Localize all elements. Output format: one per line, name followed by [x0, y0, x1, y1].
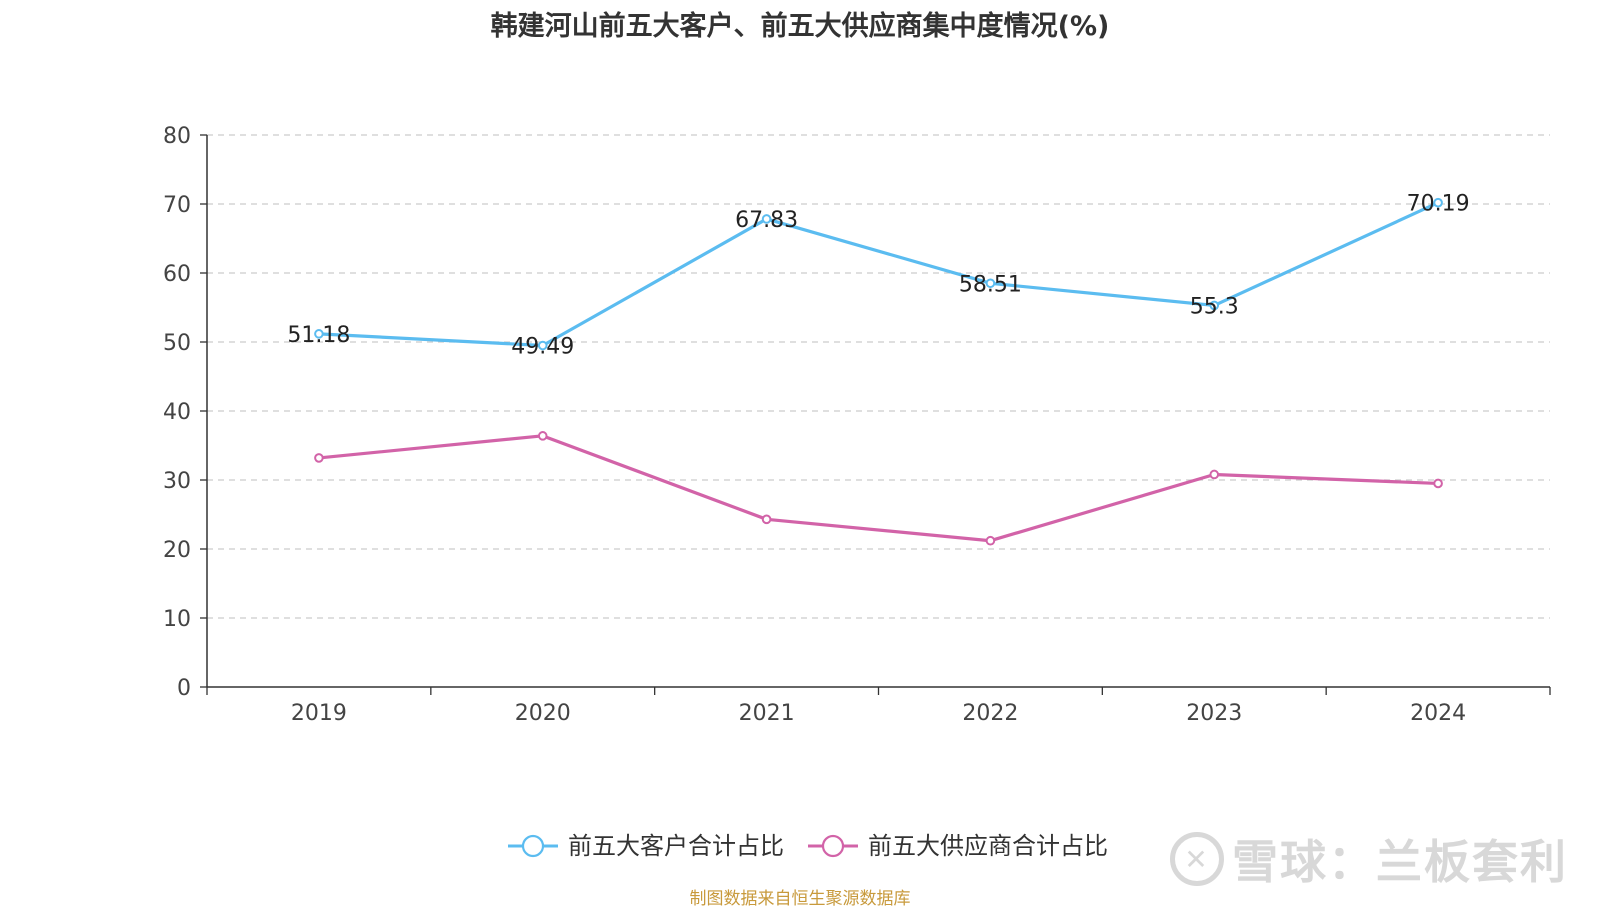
- x-tick-label: 2023: [1186, 701, 1242, 726]
- y-tick-label: 30: [163, 469, 191, 494]
- data-point: [314, 329, 324, 339]
- data-point: [1433, 197, 1443, 208]
- x-tick-label: 2021: [739, 701, 795, 726]
- data-point: [537, 340, 548, 351]
- data-point: [1209, 469, 1220, 480]
- y-tick-label: 0: [177, 676, 191, 701]
- data-label: 58.51: [959, 272, 1022, 297]
- data-label: 51.18: [287, 323, 350, 348]
- y-tick-label: 40: [163, 400, 191, 425]
- series-group: 51.18 49.49 67.83 58.51 55.3 70.19: [287, 192, 1470, 546]
- legend-marker: [521, 834, 545, 858]
- data-point: [1209, 300, 1220, 311]
- watermark-text: 雪球：兰板套利: [1232, 835, 1568, 889]
- data-point: [761, 214, 772, 224]
- y-tick-label: 70: [163, 193, 191, 218]
- data-point: [985, 278, 996, 289]
- legend-label: 前五大供应商合计占比: [868, 832, 1108, 860]
- data-point: [314, 453, 324, 463]
- data-point: [537, 431, 548, 441]
- legend: 前五大客户合计占比 前五大供应商合计占比: [508, 832, 1108, 860]
- x-tick-label: 2019: [291, 701, 347, 726]
- data-label: 67.83: [735, 208, 798, 233]
- data-label: 70.19: [1407, 192, 1470, 217]
- legend-label: 前五大客户合计占比: [568, 832, 784, 860]
- watermark: ✕ 雪球：兰板套利: [1170, 826, 1568, 892]
- y-tick-label: 50: [163, 331, 191, 356]
- y-tick-label: 80: [163, 124, 191, 149]
- data-point: [761, 514, 772, 525]
- series-line-1: [318, 201, 1439, 348]
- y-tick-label: 60: [163, 262, 191, 287]
- data-label: 49.49: [511, 335, 574, 360]
- x-tick-label: 2022: [962, 701, 1018, 726]
- legend-marker: [821, 834, 845, 858]
- chart-title: 韩建河山前五大客户、前五大供应商集中度情况(%): [490, 11, 1110, 42]
- x-tick-label: 2024: [1410, 701, 1466, 726]
- data-point: [985, 535, 996, 546]
- data-label: 55.3: [1190, 294, 1239, 319]
- axes: 0 10 20 30 40 50 60 70 80 2019 2020 2021 2022 2023 202…: [163, 124, 1551, 726]
- snowball-logo-icon: ✕: [1170, 832, 1224, 886]
- y-tick-label: 20: [163, 538, 191, 563]
- data-point: [1433, 478, 1443, 489]
- y-tick-label: 10: [163, 607, 191, 632]
- grid-lines: [207, 134, 1550, 619]
- x-tick-label: 2020: [515, 701, 571, 726]
- series-line-2: [318, 434, 1439, 543]
